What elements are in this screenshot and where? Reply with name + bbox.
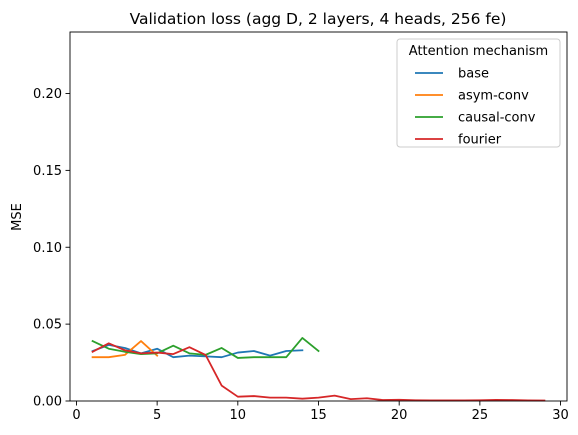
- x-tick-label: 5: [153, 408, 161, 423]
- y-axis-label: MSE: [10, 203, 25, 231]
- x-tick-label: 25: [472, 408, 489, 423]
- x-tick-label: 15: [310, 408, 327, 423]
- legend-label-causal-conv: causal-conv: [458, 111, 536, 126]
- series-line-base: [91, 343, 304, 359]
- y-tick-label: 0.20: [33, 87, 62, 102]
- legend: Attention mechanism base asym-conv causal-c…: [396, 38, 561, 148]
- legend-title: Attention mechanism: [409, 44, 548, 59]
- x-tick-label: 10: [230, 408, 247, 423]
- axes: 0 5 10 15 20 25 30 0.00 0.05 0.10 0.15 0.20: [33, 31, 569, 423]
- series-line-fourier: [91, 342, 546, 402]
- y-tick-label: 0.00: [33, 395, 62, 410]
- y-tick-label: 0.10: [33, 241, 62, 256]
- x-tick-label: 20: [391, 408, 408, 423]
- series-line-asym-conv: [91, 340, 159, 359]
- legend-label-fourier: fourier: [458, 133, 502, 148]
- x-tick-label: 0: [72, 408, 80, 423]
- legend-box: [396, 38, 561, 148]
- x-tick-label: 30: [552, 408, 569, 423]
- legend-label-asym-conv: asym-conv: [458, 89, 529, 104]
- chart-title: Validation loss (agg D, 2 layers, 4 head…: [130, 10, 507, 28]
- legend-label-base: base: [458, 67, 489, 82]
- y-tick-label: 0.15: [33, 164, 62, 179]
- plot-area: [91, 337, 546, 402]
- y-tick-label: 0.05: [33, 318, 62, 333]
